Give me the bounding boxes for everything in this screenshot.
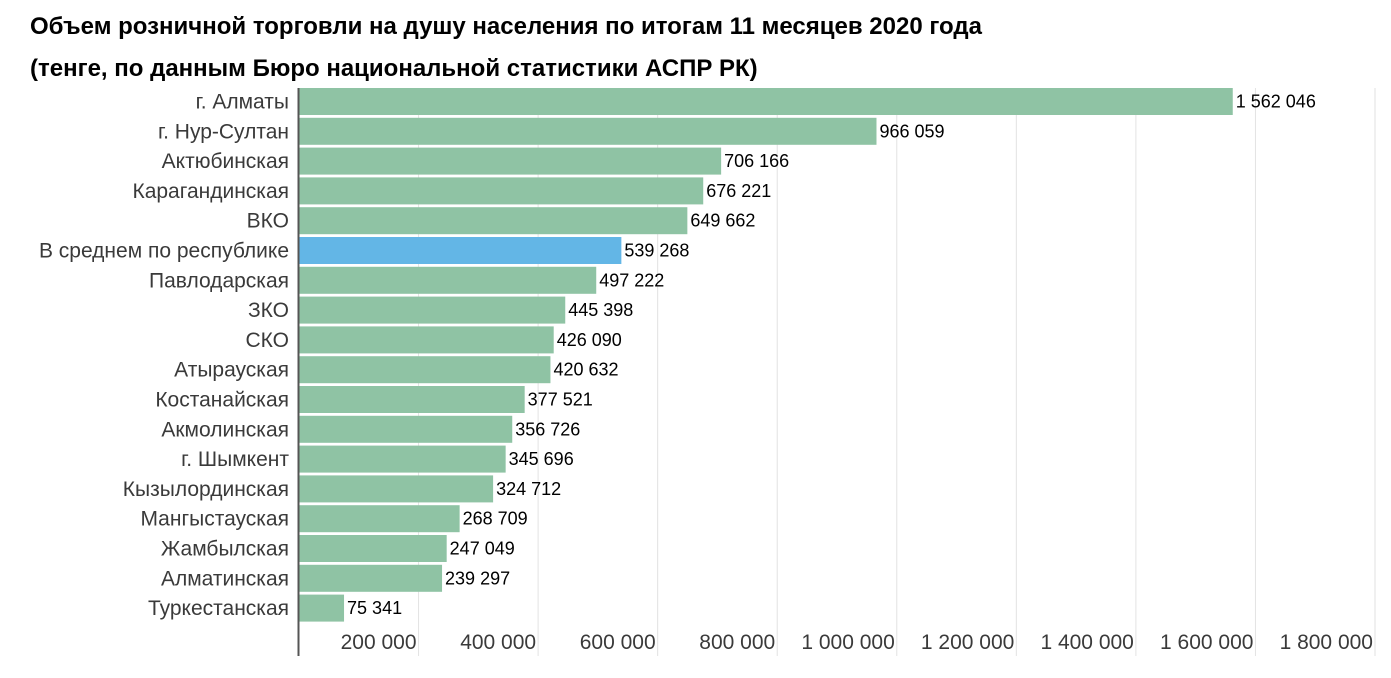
category-label: Атырауская: [174, 359, 289, 382]
category-label: Павлодарская: [149, 269, 289, 292]
value-label: 649 662: [690, 211, 755, 231]
bar: [299, 535, 447, 562]
bar-highlight: [299, 237, 622, 264]
x-tick-label: 400 000: [460, 631, 536, 654]
bar: [299, 564, 443, 592]
category-label: Акмолинская: [161, 418, 289, 441]
value-label: 345 696: [509, 449, 574, 469]
chart-title: Объем розничной торговли на душу населен…: [30, 13, 982, 40]
x-tick-label: 1 800 000: [1280, 631, 1373, 654]
value-label: 426 090: [557, 330, 622, 350]
value-label: 1 562 046: [1236, 92, 1316, 112]
bar: [299, 177, 704, 205]
x-tick-label: 200 000: [341, 631, 417, 654]
bar: [299, 147, 722, 175]
category-label: Жамбылская: [161, 538, 289, 561]
x-tick-label: 1 000 000: [801, 631, 894, 654]
bar: [299, 296, 566, 324]
bar: [299, 266, 597, 294]
value-label: 356 726: [515, 419, 580, 439]
value-label: 75 341: [347, 598, 402, 618]
bar: [299, 594, 345, 622]
value-label: 239 297: [445, 568, 510, 588]
category-label: Карагандинская: [132, 180, 289, 203]
value-label: 445 398: [568, 300, 633, 320]
bar: [299, 326, 554, 354]
x-tick-label: 1 600 000: [1160, 631, 1253, 654]
x-tick-label: 1 400 000: [1040, 631, 1133, 654]
category-label: СКО: [246, 329, 290, 352]
bar: [299, 207, 688, 235]
bars: [299, 88, 1233, 622]
bar: [299, 117, 877, 145]
bar: [299, 386, 525, 413]
category-label: Костанайская: [155, 389, 289, 412]
x-tick-label: 800 000: [699, 631, 775, 654]
bar: [299, 475, 494, 503]
category-label: ЗКО: [248, 299, 289, 322]
grid-lines: [418, 88, 1376, 656]
value-label: 676 221: [706, 181, 771, 201]
category-label: ВКО: [247, 210, 289, 233]
value-label: 497 222: [599, 270, 664, 290]
value-labels: 1 562 046 966 059 706 166 676 221 649 662539…: [347, 92, 1316, 619]
value-label: 268 709: [463, 509, 528, 529]
value-label: 966 059: [879, 121, 944, 141]
category-label: Актюбинская: [162, 150, 289, 173]
chart-subtitle: (тенге, по данным Бюро национальной стат…: [30, 55, 758, 82]
category-label: Кызылординская: [123, 478, 289, 501]
category-label: Мангыстауская: [140, 508, 289, 531]
category-label: В среднем по республике: [39, 240, 289, 263]
x-tick-label: 1 200 000: [921, 631, 1014, 654]
bar: [299, 88, 1233, 115]
value-label: 706 166: [724, 151, 789, 171]
category-labels: г. Алматы г. Нур-Султан Актюбинская Караган…: [39, 91, 289, 621]
x-tick-label: 600 000: [580, 631, 656, 654]
value-label: 247 049: [450, 539, 515, 559]
category-label: г. Алматы: [196, 91, 289, 114]
chart-title-block: Объем розничной торговли на душу населен…: [30, 6, 1370, 90]
bar: [299, 356, 551, 384]
category-label: г. Нур-Султан: [158, 120, 289, 143]
value-label: 377 521: [528, 390, 593, 410]
bar: [299, 505, 460, 533]
bar: [299, 415, 513, 443]
value-label: 420 632: [553, 360, 618, 380]
value-label: 539 268: [624, 241, 689, 261]
category-label: Туркестанская: [148, 597, 289, 620]
category-label: Алматинская: [161, 567, 289, 590]
category-label: г. Шымкент: [181, 448, 289, 471]
value-label: 324 712: [496, 479, 561, 499]
bar: [299, 445, 506, 473]
x-tick-labels: 200 000 400 000 600 000 800 000 1 000 000 1 2…: [341, 631, 1373, 654]
